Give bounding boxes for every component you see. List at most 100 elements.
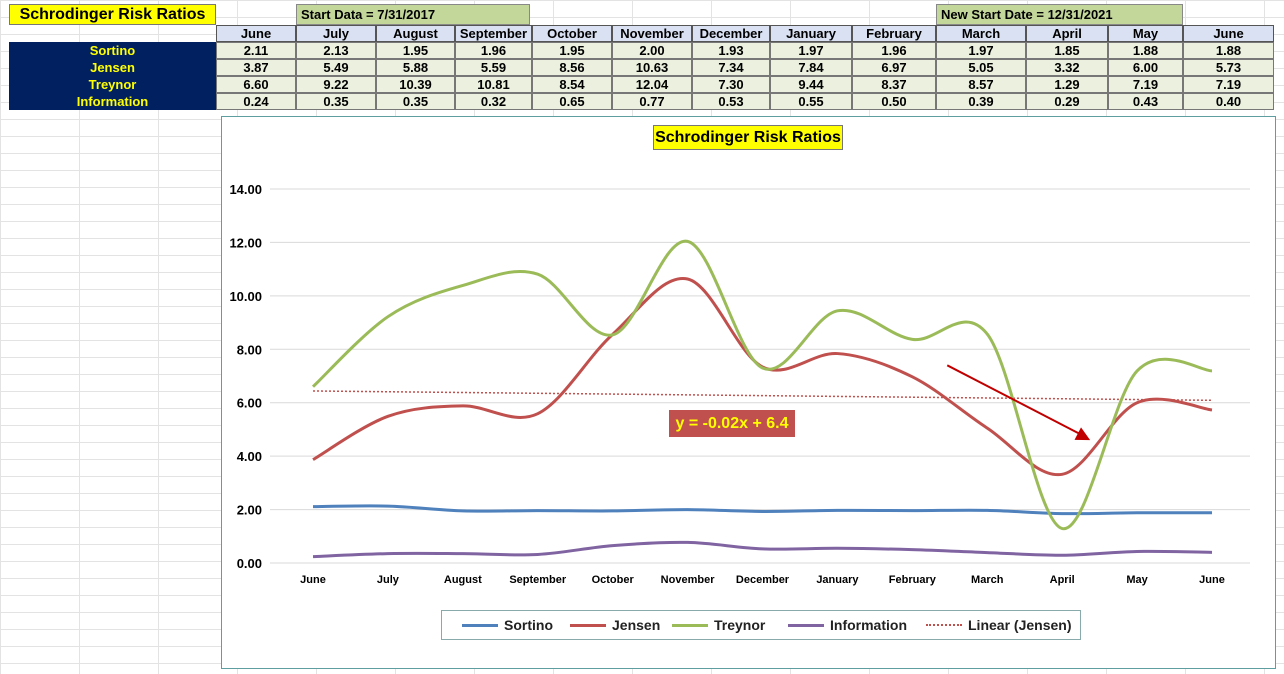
new-start-date-note[interactable]: New Start Date = 12/31/2021 — [936, 4, 1183, 25]
value-cell[interactable]: 6.60 — [216, 76, 296, 93]
value-cell[interactable]: 9.44 — [770, 76, 852, 93]
x-tick-label: December — [736, 574, 790, 586]
x-tick-label: April — [1050, 574, 1075, 586]
sheet-title[interactable]: Schrodinger Risk Ratios — [9, 4, 216, 25]
x-tick-label: June — [1199, 574, 1225, 586]
start-date-note[interactable]: Start Data = 7/31/2017 — [296, 4, 530, 25]
legend-swatch — [926, 624, 962, 626]
value-cell[interactable]: 0.24 — [216, 93, 296, 110]
month-header[interactable]: January — [770, 25, 852, 42]
legend-item-linear-jensen: Linear (Jensen) — [926, 611, 1071, 639]
chart-title: Schrodinger Risk Ratios — [653, 125, 843, 150]
value-cell[interactable]: 1.93 — [692, 42, 770, 59]
y-tick-label: 0.00 — [237, 556, 262, 571]
value-cell[interactable]: 1.29 — [1026, 76, 1108, 93]
value-cell[interactable]: 1.95 — [376, 42, 455, 59]
value-cell[interactable]: 3.87 — [216, 59, 296, 76]
value-cell[interactable]: 1.97 — [936, 42, 1026, 59]
row-label-information[interactable]: Information — [9, 93, 216, 110]
month-header[interactable]: October — [532, 25, 612, 42]
value-cell[interactable]: 2.13 — [296, 42, 376, 59]
y-tick-label: 6.00 — [237, 396, 262, 411]
value-cell[interactable]: 0.35 — [376, 93, 455, 110]
value-cell[interactable]: 0.55 — [770, 93, 852, 110]
value-cell[interactable]: 7.19 — [1108, 76, 1183, 93]
month-header[interactable]: August — [376, 25, 455, 42]
value-cell[interactable]: 6.97 — [852, 59, 936, 76]
x-tick-label: March — [971, 574, 1004, 586]
value-cell[interactable]: 7.34 — [692, 59, 770, 76]
value-cell[interactable]: 10.81 — [455, 76, 532, 93]
chart-frame[interactable] — [221, 116, 1276, 669]
month-header[interactable]: July — [296, 25, 376, 42]
row-label-jensen[interactable]: Jensen — [9, 59, 216, 76]
legend-label: Jensen — [612, 617, 661, 633]
x-tick-label: February — [889, 574, 937, 586]
value-cell[interactable]: 8.57 — [936, 76, 1026, 93]
month-header[interactable]: September — [455, 25, 532, 42]
legend-item-information: Information — [788, 611, 907, 639]
value-cell[interactable]: 5.59 — [455, 59, 532, 76]
month-header[interactable]: December — [692, 25, 770, 42]
value-cell[interactable]: 1.88 — [1183, 42, 1274, 59]
value-cell[interactable]: 12.04 — [612, 76, 692, 93]
value-cell[interactable]: 0.32 — [455, 93, 532, 110]
legend-swatch — [672, 623, 708, 627]
value-cell[interactable]: 5.05 — [936, 59, 1026, 76]
row-label-treynor[interactable]: Treynor — [9, 76, 216, 93]
legend-item-jensen: Jensen — [570, 611, 660, 639]
value-cell[interactable]: 9.22 — [296, 76, 376, 93]
value-cell[interactable]: 1.97 — [770, 42, 852, 59]
value-cell[interactable]: 0.43 — [1108, 93, 1183, 110]
value-cell[interactable]: 1.95 — [532, 42, 612, 59]
value-cell[interactable]: 10.39 — [376, 76, 455, 93]
value-cell[interactable]: 8.54 — [532, 76, 612, 93]
value-cell[interactable]: 0.53 — [692, 93, 770, 110]
value-cell[interactable]: 2.00 — [612, 42, 692, 59]
value-cell[interactable]: 5.49 — [296, 59, 376, 76]
value-cell[interactable]: 5.88 — [376, 59, 455, 76]
value-cell[interactable]: 10.63 — [612, 59, 692, 76]
month-header[interactable]: November — [612, 25, 692, 42]
trendline-equation: y = -0.02x + 6.4 — [669, 410, 795, 437]
month-header[interactable]: March — [936, 25, 1026, 42]
month-header[interactable]: June — [1183, 25, 1274, 42]
value-cell[interactable]: 2.11 — [216, 42, 296, 59]
legend-label: Treynor — [714, 617, 766, 633]
value-cell[interactable]: 8.37 — [852, 76, 936, 93]
value-cell[interactable]: 8.56 — [532, 59, 612, 76]
x-tick-label: July — [377, 574, 400, 586]
value-cell[interactable]: 1.96 — [455, 42, 532, 59]
legend-swatch — [462, 623, 498, 627]
legend-item-sortino: Sortino — [462, 611, 553, 639]
month-header[interactable]: June — [216, 25, 296, 42]
month-header[interactable]: April — [1026, 25, 1108, 42]
value-cell[interactable]: 0.77 — [612, 93, 692, 110]
value-cell[interactable]: 0.65 — [532, 93, 612, 110]
value-cell[interactable]: 7.84 — [770, 59, 852, 76]
value-cell[interactable]: 5.73 — [1183, 59, 1274, 76]
month-header[interactable]: May — [1108, 25, 1183, 42]
trendline-jensen — [312, 390, 1213, 402]
value-cell[interactable]: 1.88 — [1108, 42, 1183, 59]
legend-label: Sortino — [504, 617, 553, 633]
value-cell[interactable]: 0.50 — [852, 93, 936, 110]
value-cell[interactable]: 7.19 — [1183, 76, 1274, 93]
month-header[interactable]: February — [852, 25, 936, 42]
value-cell[interactable]: 0.29 — [1026, 93, 1108, 110]
value-cell[interactable]: 0.39 — [936, 93, 1026, 110]
value-cell[interactable]: 0.35 — [296, 93, 376, 110]
value-cell[interactable]: 0.40 — [1183, 93, 1274, 110]
x-tick-label: October — [592, 574, 635, 586]
value-cell[interactable]: 6.00 — [1108, 59, 1183, 76]
legend-label: Information — [830, 617, 907, 633]
value-cell[interactable]: 7.30 — [692, 76, 770, 93]
legend-item-treynor: Treynor — [672, 611, 765, 639]
value-cell[interactable]: 1.85 — [1026, 42, 1108, 59]
y-tick-label: 10.00 — [229, 289, 262, 304]
row-label-sortino[interactable]: Sortino — [9, 42, 216, 59]
value-cell[interactable]: 1.96 — [852, 42, 936, 59]
value-cell[interactable]: 3.32 — [1026, 59, 1108, 76]
legend-swatch — [788, 623, 824, 627]
